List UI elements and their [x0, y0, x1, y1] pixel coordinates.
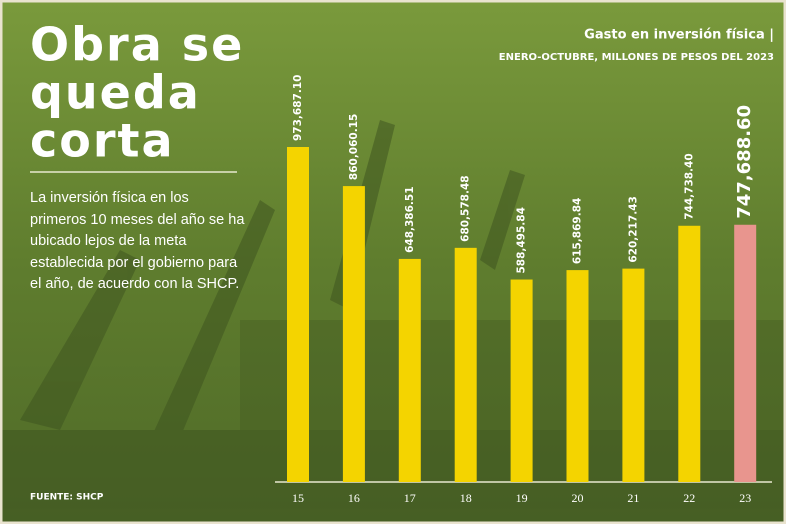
source: FUENTE: SHCP — [30, 493, 104, 503]
bar — [510, 279, 533, 482]
headline: Obra se — [30, 18, 244, 72]
value-label: 747,688.60 — [734, 105, 755, 219]
x-tick-label: 17 — [404, 491, 416, 505]
description: La inversión física en los primeros 10 m… — [30, 190, 245, 292]
x-tick-label: 22 — [683, 491, 695, 505]
value-label: 680,578.48 — [460, 175, 472, 241]
bar — [398, 258, 421, 482]
value-label: 588,495.84 — [516, 207, 528, 273]
headline: corta — [30, 114, 175, 168]
chart-title: Gasto en inversión física | — [584, 28, 774, 43]
value-label: 620,217.43 — [627, 196, 639, 262]
bar — [342, 186, 365, 483]
x-tick-label: 20 — [572, 491, 584, 505]
value-label: 973,687.10 — [292, 75, 304, 141]
x-tick-label: 18 — [460, 491, 472, 505]
chart-subtitle: ENERO-OCTUBRE, MILLONES DE PESOS DEL 202… — [499, 52, 774, 63]
bar — [287, 147, 309, 482]
value-label: 648,386.51 — [404, 186, 416, 252]
bar — [678, 225, 701, 482]
value-label: 744,738.40 — [683, 153, 695, 219]
bar — [734, 224, 757, 482]
x-tick-label: 16 — [348, 491, 360, 505]
x-tick-label: 21 — [627, 491, 639, 505]
headline: queda — [30, 66, 201, 120]
bar — [566, 270, 589, 482]
value-label: 860,060.15 — [348, 114, 360, 180]
x-tick-label: 23 — [739, 491, 751, 505]
x-tick-label: 19 — [516, 491, 528, 505]
bar — [454, 247, 477, 482]
value-label: 615,869.84 — [572, 198, 584, 264]
x-tick-label: 15 — [292, 491, 304, 505]
bar — [622, 268, 645, 482]
